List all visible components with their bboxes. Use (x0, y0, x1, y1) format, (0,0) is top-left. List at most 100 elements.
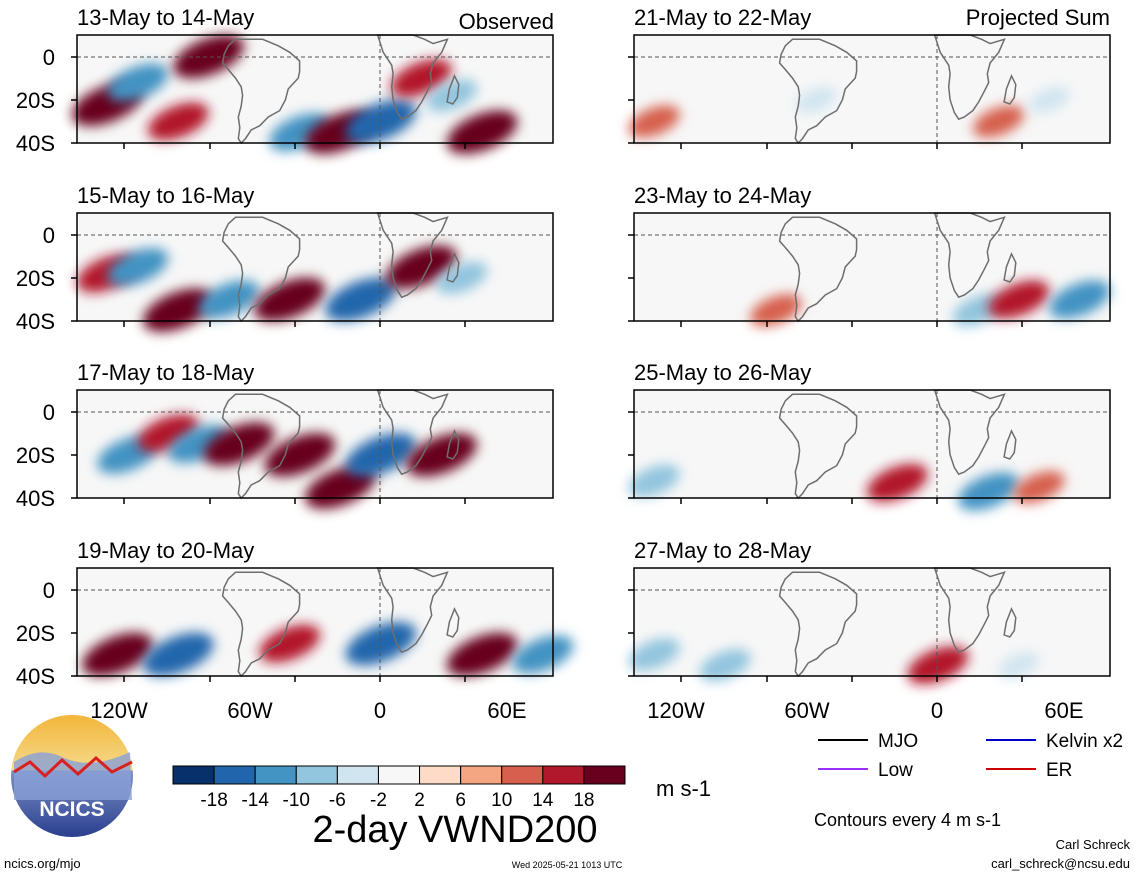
x-tick-label: 0 (931, 698, 943, 723)
y-tick-label: 0 (43, 400, 55, 425)
coastline-africa (933, 389, 1006, 476)
observed-label: Observed (459, 9, 554, 34)
colorbar: -18 -14 -10 -6 -2 2 6 10 14 18 (172, 765, 626, 811)
field-blob (446, 632, 518, 677)
observed-panel-4: 0 20S 40S (16, 567, 574, 689)
map-panels: 0 20S 40S 0 20S (16, 34, 1111, 689)
y-tick-label: 20S (16, 621, 55, 646)
field-blob (973, 105, 1025, 138)
footer-email: carl_schreck@ncsu.edu (991, 856, 1130, 871)
coastline-africa (376, 34, 449, 121)
y-tick-label: 0 (43, 223, 55, 248)
projected-panel-1 (628, 34, 1111, 149)
coastline-madagascar (1003, 252, 1017, 283)
field-blob (628, 105, 680, 138)
field-blob (795, 86, 837, 114)
y-tick-label: 40S (16, 131, 55, 156)
panel-frame (633, 212, 1111, 322)
field-blob (1013, 471, 1065, 504)
field-blobs (750, 280, 1111, 327)
field-blob (142, 632, 214, 677)
legend: MJO Kelvin x2 Low ER Contours every 4 m … (814, 731, 1123, 830)
y-tick-label: 40S (16, 486, 55, 511)
x-tick-label: 120W (90, 698, 148, 723)
coastline-south-america (221, 38, 301, 145)
field-blob (254, 277, 325, 322)
coastline-madagascar (446, 429, 460, 460)
field-blob (628, 464, 680, 497)
colorbar-tick-label: -2 (370, 790, 387, 811)
panel-title-projected-4: 27-May to 28-May (634, 538, 811, 563)
coastline-madagascar (446, 607, 460, 638)
colorbar-swatch (213, 765, 256, 785)
coastline-africa (933, 212, 1006, 299)
field-blob (907, 646, 969, 685)
y-tick-label: 20S (16, 88, 55, 113)
field-blob (107, 248, 169, 286)
colorbar-swatch (377, 765, 421, 785)
coastline-south-america (778, 393, 858, 500)
legend-label-er: ER (1046, 760, 1072, 781)
field-blob (386, 245, 457, 289)
panel-title-projected-2: 23-May to 24-May (634, 183, 811, 208)
y-tick-label: 20S (16, 443, 55, 468)
footer-url: ncics.org/mjo (4, 856, 81, 871)
legend-label-low: Low (878, 760, 913, 781)
field-blob (628, 638, 680, 671)
coastline-madagascar (446, 252, 460, 283)
x-tick-label: 120W (647, 698, 705, 723)
x-tick-label: 60W (227, 698, 272, 723)
field-blob (325, 277, 396, 322)
panel-title-observed-2: 15-May to 16-May (77, 183, 254, 208)
x-tick-label: 60E (487, 698, 526, 723)
projected-panel-4 (628, 567, 1111, 685)
coastline-south-america (778, 38, 858, 145)
footer-author: Carl Schreck (1056, 837, 1131, 852)
logo-text: NCICS (39, 798, 104, 821)
coastline-africa (933, 34, 1006, 121)
field-blobs (82, 621, 574, 677)
coastline-africa (376, 567, 449, 654)
panel-frame (633, 34, 1111, 144)
y-tick-label: 20S (16, 266, 55, 291)
field-blob (998, 651, 1040, 679)
chart-title: 2-day VWND200 (312, 809, 597, 851)
panel-frame (76, 212, 554, 322)
coastline-africa (376, 212, 449, 299)
field-blob (390, 59, 452, 98)
y-tick-label: 0 (43, 578, 55, 603)
footer-timestamp: Wed 2025-05-21 1013 UTC (512, 860, 623, 870)
ncics-logo: NCICS (11, 715, 133, 837)
colorbar-swatch (501, 765, 544, 785)
colorbar-swatch (542, 765, 585, 785)
colorbar-units: m s-1 (656, 776, 711, 801)
colorbar-swatch (583, 765, 626, 785)
colorbar-tick-label: -14 (241, 790, 269, 811)
field-blob (750, 294, 802, 327)
panel-title-projected-3: 25-May to 26-May (634, 360, 811, 385)
legend-label-mjo: MJO (878, 731, 918, 752)
field-blob (1028, 86, 1070, 114)
coastline-south-america (221, 571, 301, 678)
projected-panel-2 (628, 212, 1111, 327)
field-blob (259, 624, 321, 663)
colorbar-tick-label: 6 (455, 790, 466, 811)
panel-title-observed-4: 19-May to 20-May (77, 538, 254, 563)
field-blobs (628, 86, 1070, 138)
colorbar-tick-label: 14 (532, 790, 554, 811)
observed-panel-3: 0 20S 40S (16, 389, 554, 511)
panel-title-projected-1: 21-May to 22-May (634, 5, 811, 30)
colorbar-swatch (336, 765, 379, 785)
panel-frame (76, 34, 554, 144)
field-blob (203, 422, 275, 466)
colorbar-swatch (172, 765, 215, 785)
y-tick-label: 40S (16, 664, 55, 689)
field-blobs (97, 414, 477, 509)
field-blob (82, 632, 153, 677)
panel-title-observed-3: 17-May to 18-May (77, 360, 254, 385)
panel-frame (76, 567, 554, 677)
projected-panel-3 (628, 389, 1111, 511)
field-blob (699, 649, 751, 682)
field-blob (264, 433, 336, 477)
field-blob (406, 433, 477, 477)
